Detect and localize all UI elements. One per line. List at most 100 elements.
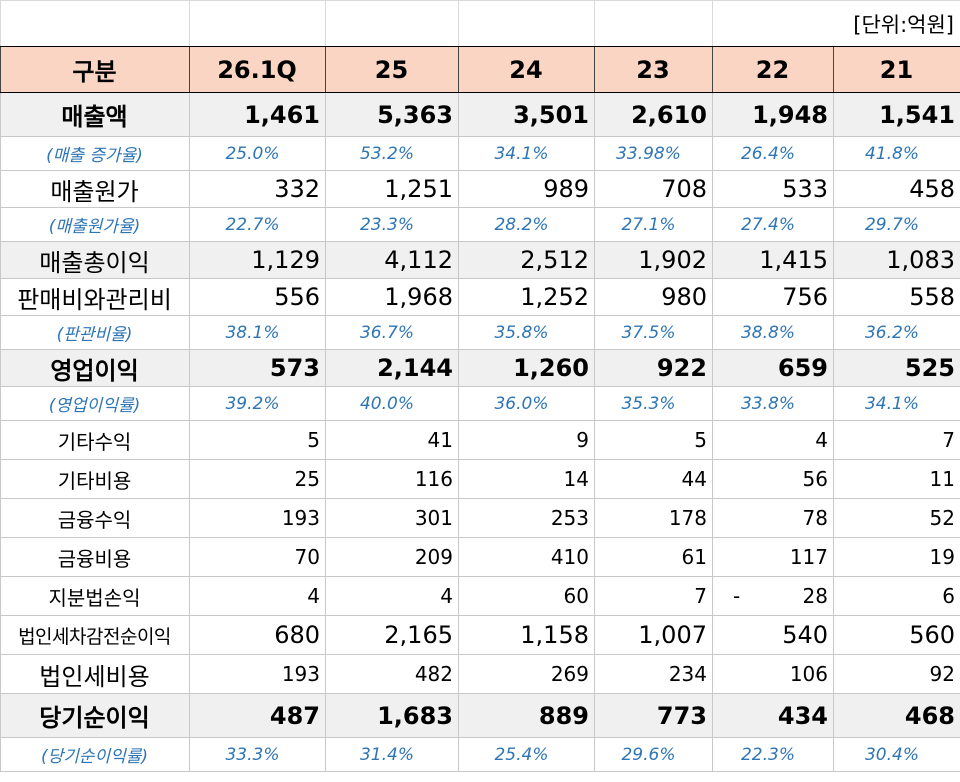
value-cell[interactable]: 4	[325, 576, 459, 616]
row-label[interactable]: 기타비용	[0, 459, 190, 499]
value-cell[interactable]: 922	[594, 349, 713, 387]
row-label[interactable]: 법인세비용	[0, 654, 190, 694]
value-cell[interactable]: 56	[712, 459, 834, 499]
value-cell[interactable]: 1,252	[458, 278, 595, 316]
ratio-cell[interactable]: 38.8%	[712, 315, 834, 350]
value-cell[interactable]: 1,461	[189, 92, 326, 137]
value-cell[interactable]: 2,165	[325, 615, 459, 655]
value-cell[interactable]: 989	[458, 170, 595, 208]
value-cell[interactable]: 2,610	[594, 92, 713, 137]
ratio-cell[interactable]: 31.4%	[325, 737, 459, 772]
row-label[interactable]: 법인세차감전순이익	[0, 615, 190, 655]
value-cell[interactable]: 3,501	[458, 92, 595, 137]
value-cell[interactable]: 4,112	[325, 241, 459, 279]
value-cell[interactable]: 468	[833, 693, 960, 738]
ratio-cell[interactable]: 26.4%	[712, 136, 834, 171]
empty-cell[interactable]	[458, 0, 595, 47]
value-cell[interactable]: 1,260	[458, 349, 595, 387]
value-cell[interactable]: 558	[833, 278, 960, 316]
empty-cell[interactable]	[189, 0, 326, 47]
row-label[interactable]: (매출원가율)	[0, 207, 190, 242]
row-label[interactable]: 매출액	[0, 92, 190, 137]
ratio-cell[interactable]: 35.8%	[458, 315, 595, 350]
header-label-cell[interactable]: 구분	[0, 46, 190, 93]
ratio-cell[interactable]: 33.8%	[712, 386, 834, 421]
value-cell[interactable]: 1,251	[325, 170, 459, 208]
value-cell[interactable]: 61	[594, 537, 713, 577]
value-cell[interactable]: 301	[325, 498, 459, 538]
value-cell[interactable]: 1,083	[833, 241, 960, 279]
value-cell[interactable]: 193	[189, 654, 326, 694]
value-cell[interactable]: 106	[712, 654, 834, 694]
row-label[interactable]: 매출원가	[0, 170, 190, 208]
value-cell[interactable]: 1,683	[325, 693, 459, 738]
ratio-cell[interactable]: 39.2%	[189, 386, 326, 421]
header-period-cell[interactable]: 22	[712, 46, 834, 93]
value-cell[interactable]: 41	[325, 420, 459, 460]
ratio-cell[interactable]: 25.0%	[189, 136, 326, 171]
value-cell[interactable]: 269	[458, 654, 595, 694]
value-cell[interactable]: 44	[594, 459, 713, 499]
value-cell[interactable]: 4	[712, 420, 834, 460]
value-cell[interactable]: 458	[833, 170, 960, 208]
value-cell[interactable]: 540	[712, 615, 834, 655]
row-label[interactable]: (판관비율)	[0, 315, 190, 350]
value-cell[interactable]: 117	[712, 537, 834, 577]
value-cell[interactable]: 1,541	[833, 92, 960, 137]
row-label[interactable]: 지분법손익	[0, 576, 190, 616]
value-cell[interactable]: 482	[325, 654, 459, 694]
ratio-cell[interactable]: 36.2%	[833, 315, 960, 350]
ratio-cell[interactable]: 29.6%	[594, 737, 713, 772]
value-cell[interactable]: 52	[833, 498, 960, 538]
value-cell[interactable]: 7	[833, 420, 960, 460]
row-label[interactable]: (당기순이익률)	[0, 737, 190, 772]
value-cell[interactable]: 193	[189, 498, 326, 538]
unit-label[interactable]: [단위:억원]	[712, 0, 960, 47]
value-cell[interactable]: 92	[833, 654, 960, 694]
row-label[interactable]: 기타수익	[0, 420, 190, 460]
empty-cell[interactable]	[0, 0, 190, 47]
row-label[interactable]: 당기순이익	[0, 693, 190, 738]
ratio-cell[interactable]: 27.1%	[594, 207, 713, 242]
value-cell[interactable]: 9	[458, 420, 595, 460]
value-cell[interactable]: 2,512	[458, 241, 595, 279]
value-cell[interactable]: 560	[833, 615, 960, 655]
header-period-cell[interactable]: 23	[594, 46, 713, 93]
value-cell[interactable]: 889	[458, 693, 595, 738]
value-cell[interactable]: 434	[712, 693, 834, 738]
ratio-cell[interactable]: 22.3%	[712, 737, 834, 772]
value-cell[interactable]: 773	[594, 693, 713, 738]
empty-cell[interactable]	[594, 0, 713, 47]
ratio-cell[interactable]: 38.1%	[189, 315, 326, 350]
value-cell[interactable]: 2,144	[325, 349, 459, 387]
value-cell[interactable]: 1,902	[594, 241, 713, 279]
ratio-cell[interactable]: 25.4%	[458, 737, 595, 772]
value-cell[interactable]: 234	[594, 654, 713, 694]
header-period-cell[interactable]: 26.1Q	[189, 46, 326, 93]
ratio-cell[interactable]: 28.2%	[458, 207, 595, 242]
row-label[interactable]: 매출총이익	[0, 241, 190, 279]
row-label[interactable]: (영업이익률)	[0, 386, 190, 421]
ratio-cell[interactable]: 35.3%	[594, 386, 713, 421]
ratio-cell[interactable]: 36.7%	[325, 315, 459, 350]
value-cell[interactable]: 525	[833, 349, 960, 387]
row-label[interactable]: (매출 증가율)	[0, 136, 190, 171]
ratio-cell[interactable]: 30.4%	[833, 737, 960, 772]
value-cell[interactable]: 70	[189, 537, 326, 577]
value-cell[interactable]: 1,129	[189, 241, 326, 279]
header-period-cell[interactable]: 25	[325, 46, 459, 93]
ratio-cell[interactable]: 34.1%	[458, 136, 595, 171]
ratio-cell[interactable]: 33.98%	[594, 136, 713, 171]
value-cell[interactable]: 14	[458, 459, 595, 499]
ratio-cell[interactable]: 53.2%	[325, 136, 459, 171]
value-cell[interactable]: 1,415	[712, 241, 834, 279]
row-label[interactable]: 판매비와관리비	[0, 278, 190, 316]
value-cell[interactable]: 556	[189, 278, 326, 316]
header-period-cell[interactable]: 24	[458, 46, 595, 93]
value-cell[interactable]: 7	[594, 576, 713, 616]
value-cell[interactable]: 410	[458, 537, 595, 577]
value-cell[interactable]: 1,968	[325, 278, 459, 316]
value-cell[interactable]: 332	[189, 170, 326, 208]
value-cell[interactable]: 1,948	[712, 92, 834, 137]
value-cell[interactable]: 756	[712, 278, 834, 316]
